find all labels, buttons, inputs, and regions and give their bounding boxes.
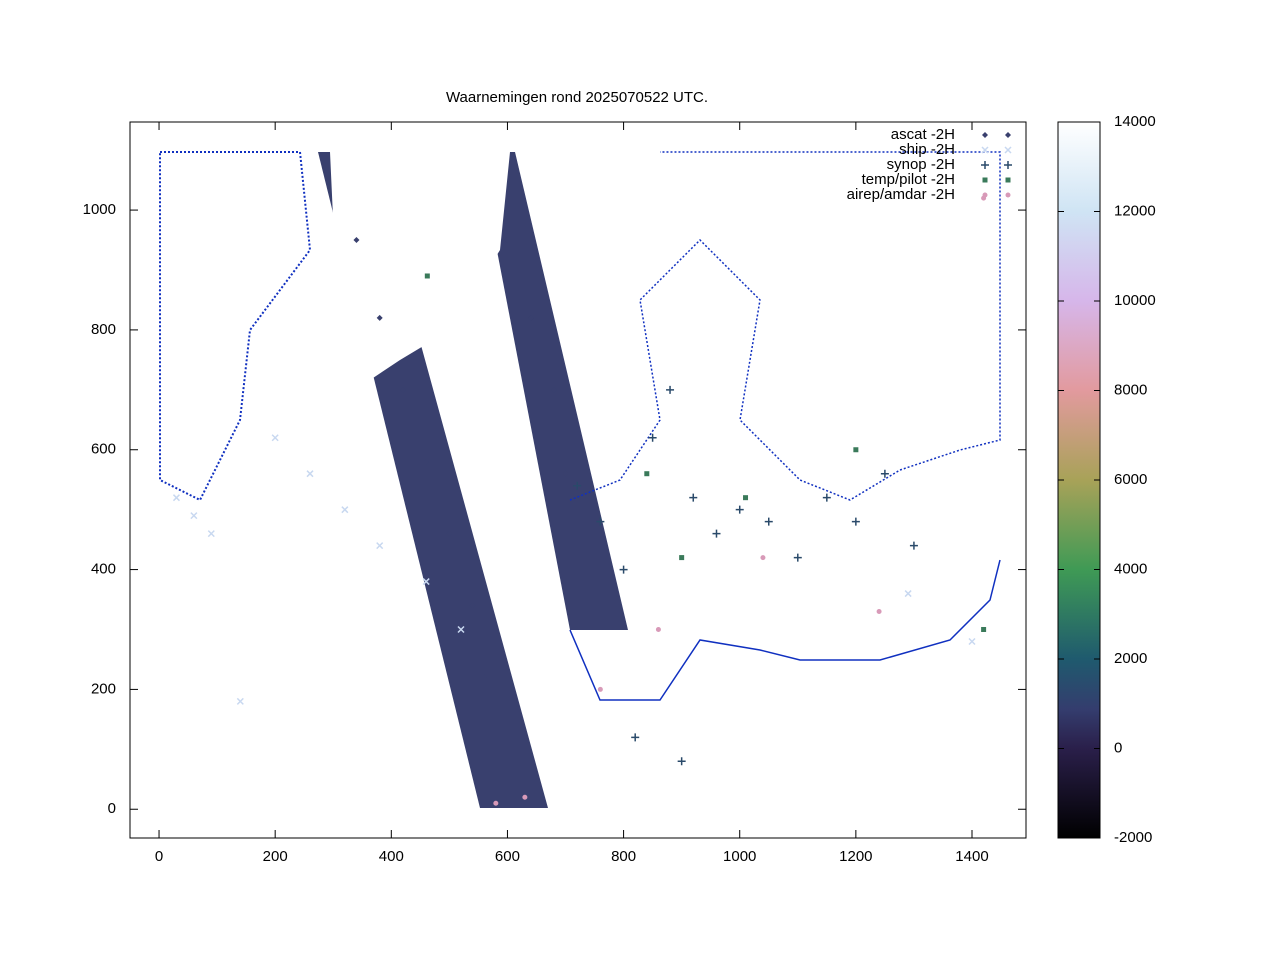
legend-marker [982, 192, 988, 198]
colorbar-label: 2000 [1114, 650, 1147, 667]
data-point [424, 273, 430, 279]
data-point [306, 470, 314, 478]
legend-label: airep/amdar -2H [847, 186, 955, 203]
legend-marker [1005, 192, 1011, 198]
data-point [853, 447, 859, 453]
colorbar-label: 6000 [1114, 471, 1147, 488]
data-point [562, 470, 569, 477]
data-point [596, 517, 605, 526]
data-point [493, 800, 499, 806]
legend-label: ship -2H [899, 141, 955, 158]
data-point [880, 469, 889, 478]
plot-frame [129, 121, 1027, 839]
colorbar-label: 8000 [1114, 381, 1147, 398]
data-point [504, 237, 511, 244]
x-tick-label: 800 [611, 848, 636, 865]
data-point [271, 434, 279, 442]
data-point [648, 433, 657, 442]
y-tick-label: 600 [91, 441, 116, 458]
legend-label: ascat -2H [891, 126, 955, 143]
data-point [207, 530, 215, 538]
data-point [376, 314, 383, 321]
map-background [159, 151, 1001, 808]
legend-marker [981, 146, 989, 154]
data-point [981, 626, 987, 632]
data-point [968, 637, 976, 646]
legend-marker [982, 177, 988, 183]
data-point [469, 602, 476, 609]
data-point [666, 385, 675, 394]
colorbar-label: 12000 [1114, 202, 1156, 219]
data-point [909, 541, 918, 550]
legend-label: synop -2H [887, 156, 955, 173]
chart-title: Waarnemingen rond 2025070522 UTC. [446, 89, 708, 106]
y-tick-label: 200 [91, 680, 116, 697]
data-point [422, 578, 430, 586]
data-point [712, 529, 721, 538]
data-point [573, 481, 582, 490]
colorbar [1057, 121, 1101, 839]
x-tick-label: 1400 [955, 848, 988, 865]
colorbar-label: 10000 [1114, 292, 1156, 309]
y-tick-label: 400 [91, 561, 116, 578]
x-tick-label: 0 [155, 848, 163, 865]
data-point [760, 555, 766, 561]
data-point [876, 609, 882, 615]
data-point [527, 314, 534, 321]
data-point [353, 237, 360, 244]
y-tick-label: 0 [108, 800, 116, 817]
data-point [644, 471, 650, 477]
data-point [550, 386, 557, 393]
x-tick-label: 1000 [723, 848, 756, 865]
data-point [851, 517, 860, 526]
data-point [631, 733, 640, 742]
data-point [655, 626, 661, 632]
data-point [172, 494, 180, 502]
data-point [423, 458, 430, 465]
legend-marker [1005, 132, 1011, 138]
data-point [236, 697, 244, 705]
data-point [735, 505, 744, 514]
data-point [597, 686, 603, 692]
legend-marker [982, 132, 988, 138]
data-point [793, 553, 802, 562]
colorbar-label: 14000 [1114, 113, 1156, 130]
x-tick-label: 400 [379, 848, 404, 865]
data-point [341, 506, 349, 514]
data-point [522, 794, 528, 800]
colorbar-label: 0 [1114, 739, 1122, 756]
legend-marker [1004, 161, 1012, 169]
data-point [677, 757, 686, 766]
data-point [904, 590, 912, 598]
legend-label: temp/pilot -2H [862, 171, 955, 188]
data-point [399, 386, 406, 393]
data-point [822, 493, 831, 502]
data-point [619, 565, 628, 574]
data-point [446, 530, 453, 537]
data-point [481, 674, 488, 681]
data-point [376, 542, 384, 550]
legend-marker [1004, 146, 1012, 154]
data-point [190, 512, 198, 520]
colorbar-label: -2000 [1114, 829, 1152, 846]
x-tick-label: 1200 [839, 848, 872, 865]
data-point [457, 625, 465, 634]
colorbar-label: 4000 [1114, 560, 1147, 577]
data-point [689, 493, 698, 502]
legend-marker [1005, 177, 1011, 183]
data-point [679, 555, 685, 561]
data-point [764, 517, 773, 526]
x-tick-label: 600 [495, 848, 520, 865]
y-tick-label: 800 [91, 321, 116, 338]
legend-marker [981, 161, 989, 169]
x-tick-label: 200 [263, 848, 288, 865]
data-point [743, 495, 749, 501]
y-tick-label: 1000 [83, 201, 116, 218]
